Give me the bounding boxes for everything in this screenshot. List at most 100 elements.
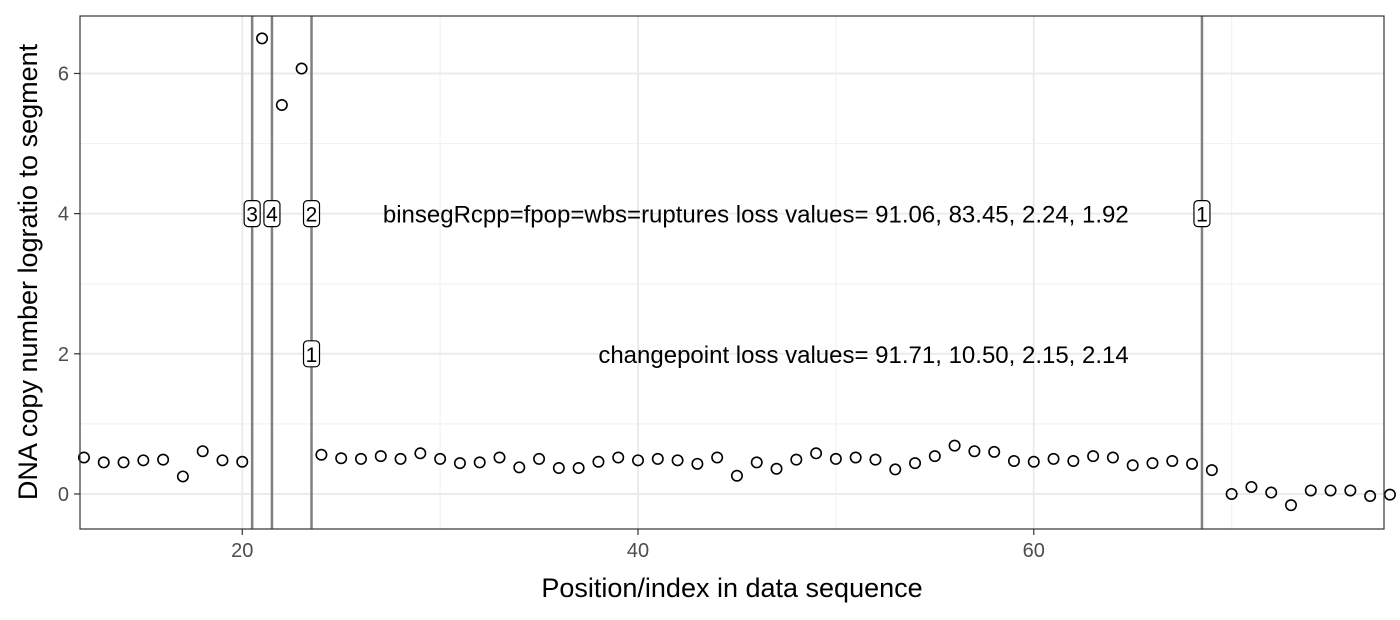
data-point — [1245, 480, 1258, 493]
data-point — [829, 452, 842, 465]
changepoint-labels: 3 4 2 1 1 — [243, 200, 1211, 368]
loss-annotations: binsegRcpp=fpop=wbs=ruptures loss values… — [383, 202, 1129, 369]
data-point — [730, 469, 743, 482]
data-point — [988, 445, 1001, 458]
data-point — [790, 453, 803, 466]
data-point — [176, 470, 189, 483]
data-point — [1284, 499, 1297, 512]
data-point — [1324, 484, 1337, 497]
data-point — [909, 457, 922, 470]
data-point — [671, 454, 684, 467]
data-point — [513, 461, 526, 474]
data-point — [1186, 457, 1199, 470]
x-tick-label: 60 — [1023, 540, 1045, 562]
data-point — [315, 448, 328, 461]
changepoint-label: 2 — [302, 200, 321, 228]
data-point — [651, 452, 664, 465]
changepoint-label: 1 — [302, 340, 321, 368]
data-point — [256, 32, 269, 45]
y-tick-label: 0 — [58, 484, 69, 506]
x-tick-label: 40 — [627, 540, 649, 562]
data-point — [592, 455, 605, 468]
data-point — [434, 452, 447, 465]
major-gridlines — [80, 16, 1384, 529]
data-point — [750, 456, 763, 469]
data-point — [1166, 455, 1179, 468]
y-tick-label: 6 — [58, 63, 69, 85]
data-point — [533, 452, 546, 465]
data-point — [770, 462, 783, 475]
panel-border — [79, 15, 1385, 530]
changepoint-label-box — [243, 200, 261, 228]
data-point — [1146, 457, 1159, 470]
changepoint-label-box — [1193, 200, 1211, 228]
data-point — [612, 451, 625, 464]
changepoint-label-text: 1 — [1196, 204, 1208, 227]
y-tick-label: 4 — [58, 204, 69, 226]
data-point — [453, 457, 466, 470]
data-point — [1344, 484, 1357, 497]
data-point — [711, 451, 724, 464]
data-point — [632, 454, 645, 467]
data-point — [473, 456, 486, 469]
data-point — [275, 99, 288, 112]
data-point — [869, 453, 882, 466]
changepoint-label: 3 — [243, 200, 261, 228]
data-point — [196, 445, 209, 458]
changepoint-label-text: 4 — [266, 204, 278, 227]
changepoint-label-text: 3 — [246, 204, 258, 227]
minor-gridlines — [80, 16, 1384, 529]
data-point — [137, 454, 150, 467]
data-point — [394, 452, 407, 465]
data-point — [335, 452, 348, 465]
data-point — [374, 450, 387, 463]
data-point — [236, 455, 249, 468]
data-point — [1047, 452, 1060, 465]
data-point — [1265, 486, 1278, 499]
changepoint-label-box — [302, 200, 321, 228]
data-point — [1225, 487, 1238, 500]
data-point — [1007, 455, 1020, 468]
data-point — [117, 456, 130, 469]
x-tick-label: 20 — [231, 540, 253, 562]
data-point — [1106, 451, 1119, 464]
changepoint-label-box — [302, 340, 321, 368]
changepoint-label: 4 — [263, 200, 281, 228]
data-point — [97, 456, 110, 469]
y-axis-label: DNA copy number logratio to segment — [13, 43, 43, 500]
data-point — [1087, 450, 1100, 463]
data-point — [77, 451, 90, 464]
changepoint-label: 1 — [1193, 200, 1211, 228]
data-point — [928, 450, 941, 463]
data-point — [493, 451, 506, 464]
changepoint-lines — [250, 16, 1204, 529]
data-point — [948, 439, 961, 452]
data-point — [968, 445, 981, 458]
data-point — [691, 457, 704, 470]
data-point — [216, 454, 229, 467]
data-points — [77, 32, 1396, 512]
data-point — [1205, 464, 1218, 477]
data-point — [1364, 490, 1377, 503]
data-point — [1383, 488, 1396, 501]
changepoint-label-box — [263, 200, 281, 228]
data-point — [572, 462, 585, 475]
x-axis-ticks: 20 40 60 — [231, 529, 1045, 562]
data-point — [414, 447, 427, 460]
data-point — [1304, 484, 1317, 497]
data-point — [810, 447, 823, 460]
data-point — [157, 453, 170, 466]
data-point — [1027, 455, 1040, 468]
loss-annotation: changepoint loss values= 91.71, 10.50, 2… — [598, 342, 1128, 369]
data-point — [354, 452, 367, 465]
data-point — [295, 62, 308, 75]
y-tick-label: 2 — [58, 344, 69, 366]
data-point — [1067, 455, 1080, 468]
x-axis-label: Position/index in data sequence — [541, 573, 922, 603]
y-axis-ticks: 0 2 4 6 — [58, 63, 80, 506]
data-point — [1126, 459, 1139, 472]
data-point — [889, 463, 902, 476]
changepoint-label-text: 2 — [306, 204, 318, 227]
